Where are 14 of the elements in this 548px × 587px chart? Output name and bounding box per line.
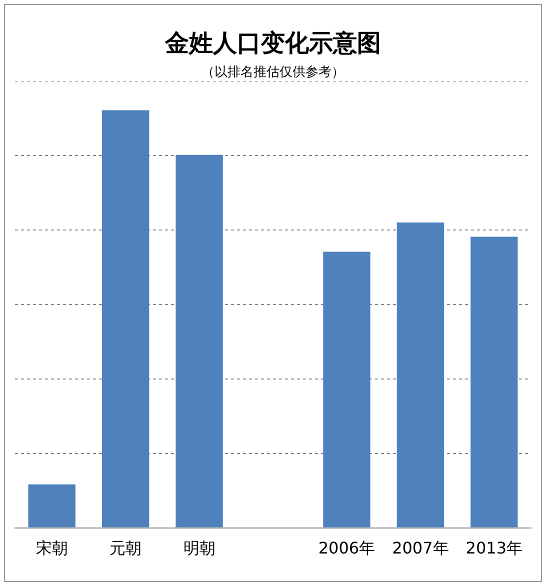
- x-tick-label: 2007年: [392, 538, 449, 558]
- x-tick-label: 2006年: [318, 538, 376, 558]
- chart-title: 金姓人口变化示意图: [164, 27, 382, 59]
- bar: [323, 252, 370, 528]
- x-tick-label: 元朝: [110, 538, 142, 558]
- bar: [176, 154, 223, 528]
- chart-subtitle: （以排名推估仅供参考）: [200, 64, 346, 81]
- x-tick-label: 明朝: [183, 538, 216, 558]
- bar: [102, 110, 150, 528]
- bar: [470, 236, 518, 528]
- x-tick-label: 宋朝: [36, 538, 68, 558]
- bar: [28, 484, 76, 528]
- bar: [396, 222, 444, 528]
- x-tick-label: 2013年: [466, 538, 522, 558]
